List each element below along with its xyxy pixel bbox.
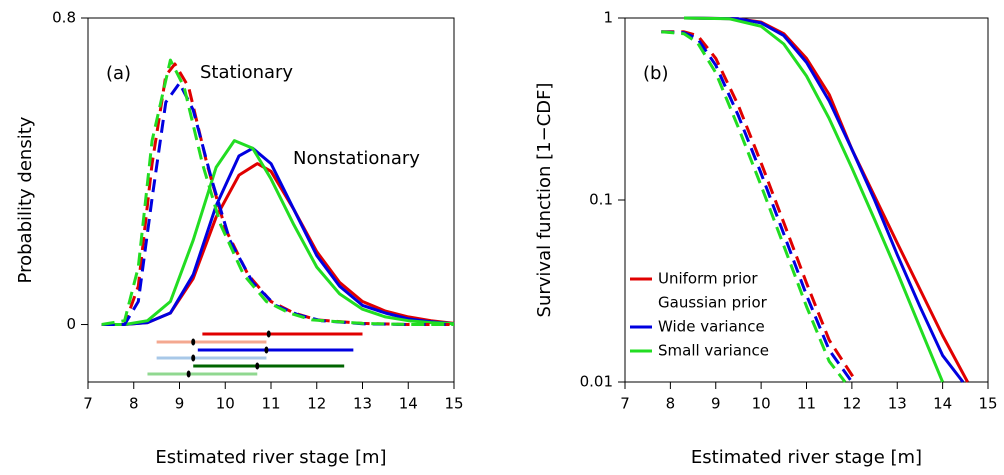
panel-label: (b): [643, 63, 668, 84]
x-tick-label: 13: [888, 395, 907, 413]
interval-median: [191, 338, 196, 346]
series-line: [101, 81, 454, 326]
x-tick-label: 15: [444, 395, 463, 413]
legend-label: Small variance: [658, 342, 769, 360]
x-tick-label: 9: [711, 395, 721, 413]
series-line: [101, 58, 454, 326]
legend-subtitle: Gaussian prior: [658, 294, 768, 312]
x-tick-label: 11: [261, 395, 280, 413]
x-tick-label: 12: [307, 395, 326, 413]
interval-median: [255, 362, 260, 370]
interval-median: [191, 354, 196, 362]
y-tick-label: 0.01: [580, 373, 613, 391]
series-line: [683, 16, 965, 383]
x-tick-label: 14: [399, 395, 418, 413]
interval-median: [186, 370, 191, 378]
y-axis-label: Probability density: [15, 116, 36, 283]
x-tick-label: 14: [933, 395, 952, 413]
series-line: [661, 30, 854, 383]
y-tick-label: 0.1: [589, 191, 613, 209]
y-tick-label: 1: [603, 9, 613, 27]
panel-label: (a): [106, 63, 131, 84]
x-tick-label: 10: [216, 395, 235, 413]
series-line: [661, 30, 858, 383]
x-axis-label: Estimated river stage [m]: [691, 447, 922, 468]
x-tick-label: 11: [797, 395, 816, 413]
legend-label: Wide variance: [658, 318, 765, 336]
interval-median: [266, 330, 271, 338]
x-tick-label: 13: [353, 395, 372, 413]
x-tick-label: 9: [175, 395, 185, 413]
x-tick-label: 8: [666, 395, 676, 413]
x-tick-label: 7: [620, 395, 630, 413]
y-axis-label: Survival function [1−CDF]: [534, 83, 555, 318]
y-tick-label: 0.8: [52, 9, 76, 27]
series-line: [661, 30, 847, 383]
x-tick-label: 15: [978, 395, 997, 413]
annotation: Stationary: [200, 62, 293, 83]
x-tick-label: 12: [842, 395, 861, 413]
series-line: [101, 139, 455, 326]
x-tick-label: 8: [129, 395, 139, 413]
x-tick-label: 7: [83, 395, 93, 413]
annotation: Nonstationary: [293, 148, 420, 169]
legend-label: Uniform prior: [658, 270, 758, 288]
x-axis-label: Estimated river stage [m]: [155, 447, 386, 468]
series-line: [101, 146, 455, 326]
y-tick-label: 0: [66, 315, 76, 333]
x-tick-label: 10: [752, 395, 771, 413]
interval-median: [264, 346, 269, 354]
series-line: [683, 16, 944, 383]
